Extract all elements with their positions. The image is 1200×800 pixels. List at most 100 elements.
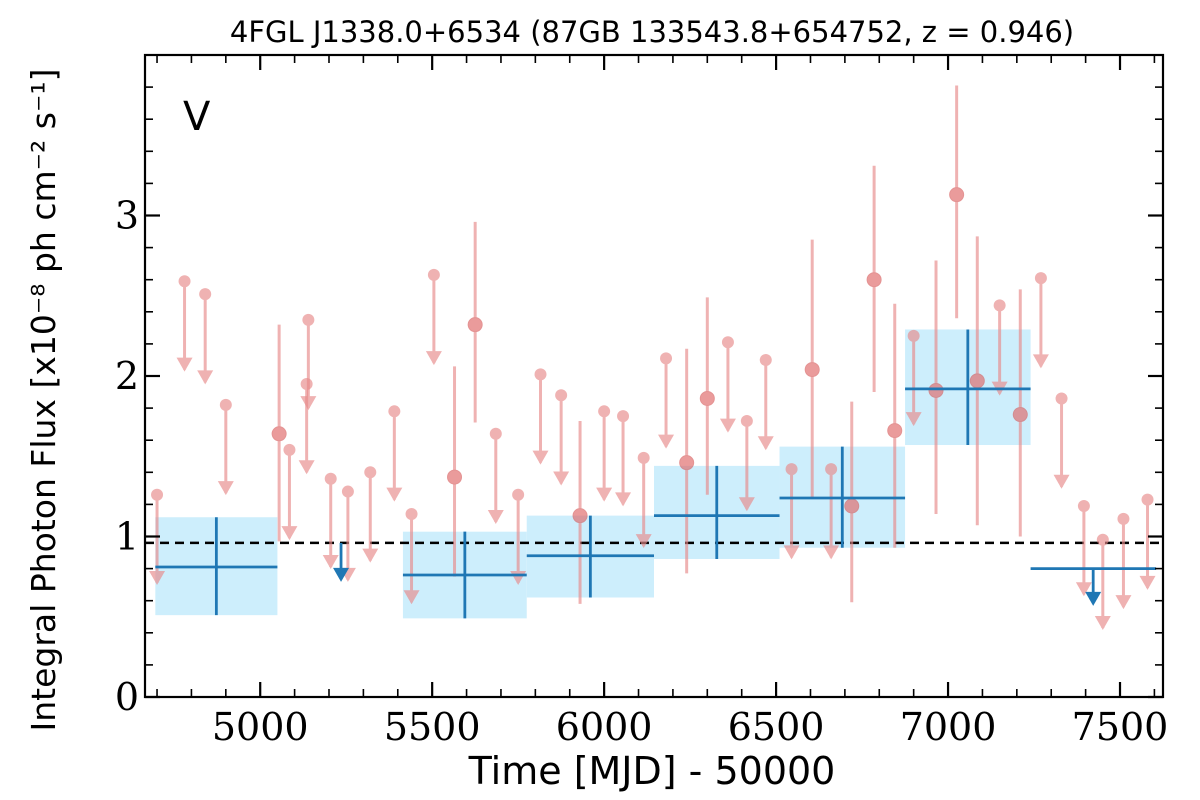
upper-limit-point bbox=[719, 336, 736, 433]
x-tick-labels: 5000 5500 6000 6500 7000 7500 bbox=[212, 705, 1169, 749]
upper-limit-marker bbox=[598, 405, 611, 418]
detection-point bbox=[467, 221, 483, 423]
upper-limit-marker bbox=[825, 463, 838, 476]
upper-limit-point bbox=[281, 443, 298, 541]
bayesian-blocks bbox=[155, 329, 1157, 619]
upper-limit-marker bbox=[907, 329, 920, 342]
upper-limit-point bbox=[635, 451, 652, 549]
detection-point bbox=[866, 165, 882, 393]
block-upper-limit-arrowhead bbox=[333, 567, 350, 582]
upper-limit-point bbox=[217, 398, 234, 496]
upper-limit-arrowhead bbox=[1075, 582, 1092, 597]
upper-limit-arrowhead bbox=[176, 357, 193, 372]
upper-limit-marker bbox=[660, 352, 673, 365]
detection-point bbox=[572, 420, 588, 604]
upper-limit-arrowhead bbox=[738, 497, 755, 512]
detection-marker bbox=[949, 187, 965, 203]
upper-limit-point bbox=[783, 463, 800, 560]
upper-limit-arrowhead bbox=[322, 554, 339, 569]
detection-marker bbox=[699, 390, 715, 406]
upper-limit-arrowhead bbox=[635, 534, 652, 549]
upper-limit-point bbox=[553, 389, 570, 486]
upper-limit-point bbox=[532, 368, 549, 465]
detection-marker bbox=[679, 455, 695, 471]
y-axis-label: Integral Photon Flux [x10⁻⁸ ph cm⁻² s⁻¹] bbox=[24, 69, 63, 732]
upper-limit-arrowhead bbox=[1032, 354, 1049, 369]
upper-limit-arrowhead bbox=[1115, 595, 1132, 610]
upper-limit-point bbox=[386, 405, 403, 502]
upper-limit-marker bbox=[302, 313, 315, 326]
upper-limit-point bbox=[658, 352, 675, 449]
detection-point bbox=[271, 324, 287, 542]
upper-limit-marker bbox=[617, 410, 630, 423]
upper-limit-arrowhead bbox=[281, 526, 298, 541]
detection-marker bbox=[804, 362, 820, 378]
upper-limit-arrowhead bbox=[403, 590, 420, 605]
upper-limit-point bbox=[1115, 512, 1132, 610]
upper-limit-marker bbox=[785, 463, 798, 476]
upper-limit-point bbox=[339, 485, 356, 582]
upper-limit-arrowhead bbox=[300, 396, 317, 411]
detection-marker bbox=[866, 272, 882, 288]
detection-marker bbox=[572, 508, 588, 524]
upper-limit-point bbox=[905, 329, 922, 427]
upper-limit-marker bbox=[555, 389, 568, 402]
upper-limit-marker bbox=[300, 378, 313, 391]
panel-annotation: V bbox=[183, 94, 211, 140]
upper-limit-point bbox=[1139, 493, 1156, 590]
upper-limit-arrowhead bbox=[1139, 575, 1156, 590]
upper-limit-marker bbox=[199, 288, 212, 301]
detection-point bbox=[1012, 289, 1028, 537]
bayesian-block-bands bbox=[155, 329, 1031, 619]
upper-limit-marker bbox=[637, 451, 650, 464]
upper-limit-arrowhead bbox=[596, 487, 613, 502]
detection-point bbox=[447, 366, 463, 577]
upper-limit-marker bbox=[324, 472, 337, 485]
upper-limit-arrowhead bbox=[298, 460, 315, 475]
upper-limit-point bbox=[300, 313, 317, 411]
upper-limit-marker bbox=[1141, 493, 1154, 506]
x-tick-label: 5000 bbox=[212, 705, 309, 749]
upper-limit-arrowhead bbox=[905, 412, 922, 427]
upper-limit-arrowhead bbox=[197, 370, 214, 385]
upper-limit-marker bbox=[534, 368, 547, 381]
upper-limit-point bbox=[322, 472, 339, 569]
upper-limit-point bbox=[425, 268, 442, 366]
detection-point bbox=[844, 401, 860, 603]
detection-marker bbox=[969, 373, 985, 389]
upper-limit-marker bbox=[1077, 500, 1090, 513]
detection-point bbox=[804, 239, 820, 498]
upper-limit-point bbox=[823, 463, 840, 560]
upper-limit-point bbox=[1094, 533, 1111, 630]
detection-marker bbox=[844, 498, 860, 514]
upper-limit-marker bbox=[512, 488, 525, 501]
detection-point bbox=[969, 236, 985, 526]
upper-limit-point bbox=[1032, 272, 1049, 369]
detection-marker bbox=[447, 469, 463, 485]
upper-limit-arrowhead bbox=[386, 487, 403, 502]
upper-limit-marker bbox=[283, 443, 296, 456]
upper-limit-marker bbox=[364, 466, 377, 479]
upper-limit-point bbox=[197, 288, 214, 385]
upper-limit-point bbox=[615, 410, 632, 507]
detection-point bbox=[887, 303, 903, 548]
upper-limit-marker bbox=[1117, 512, 1130, 525]
upper-limit-marker bbox=[489, 427, 502, 440]
upper-limit-point bbox=[757, 353, 774, 451]
x-tick-label: 5500 bbox=[384, 705, 481, 749]
y-tick-label: 0 bbox=[115, 675, 139, 719]
y-tick-label: 2 bbox=[115, 354, 139, 398]
upper-limit-marker bbox=[1055, 392, 1068, 405]
upper-limit-point bbox=[176, 275, 193, 372]
upper-limit-marker bbox=[178, 275, 191, 288]
upper-limit-marker bbox=[1034, 272, 1047, 285]
upper-limit-point bbox=[298, 378, 315, 475]
upper-limit-arrowhead bbox=[362, 548, 379, 563]
upper-limit-arrowhead bbox=[658, 434, 675, 449]
x-tick-label: 6000 bbox=[556, 705, 653, 749]
upper-limit-marker bbox=[740, 414, 753, 427]
upper-limit-point bbox=[738, 414, 755, 512]
detection-point bbox=[679, 348, 695, 574]
upper-limit-marker bbox=[151, 488, 164, 501]
